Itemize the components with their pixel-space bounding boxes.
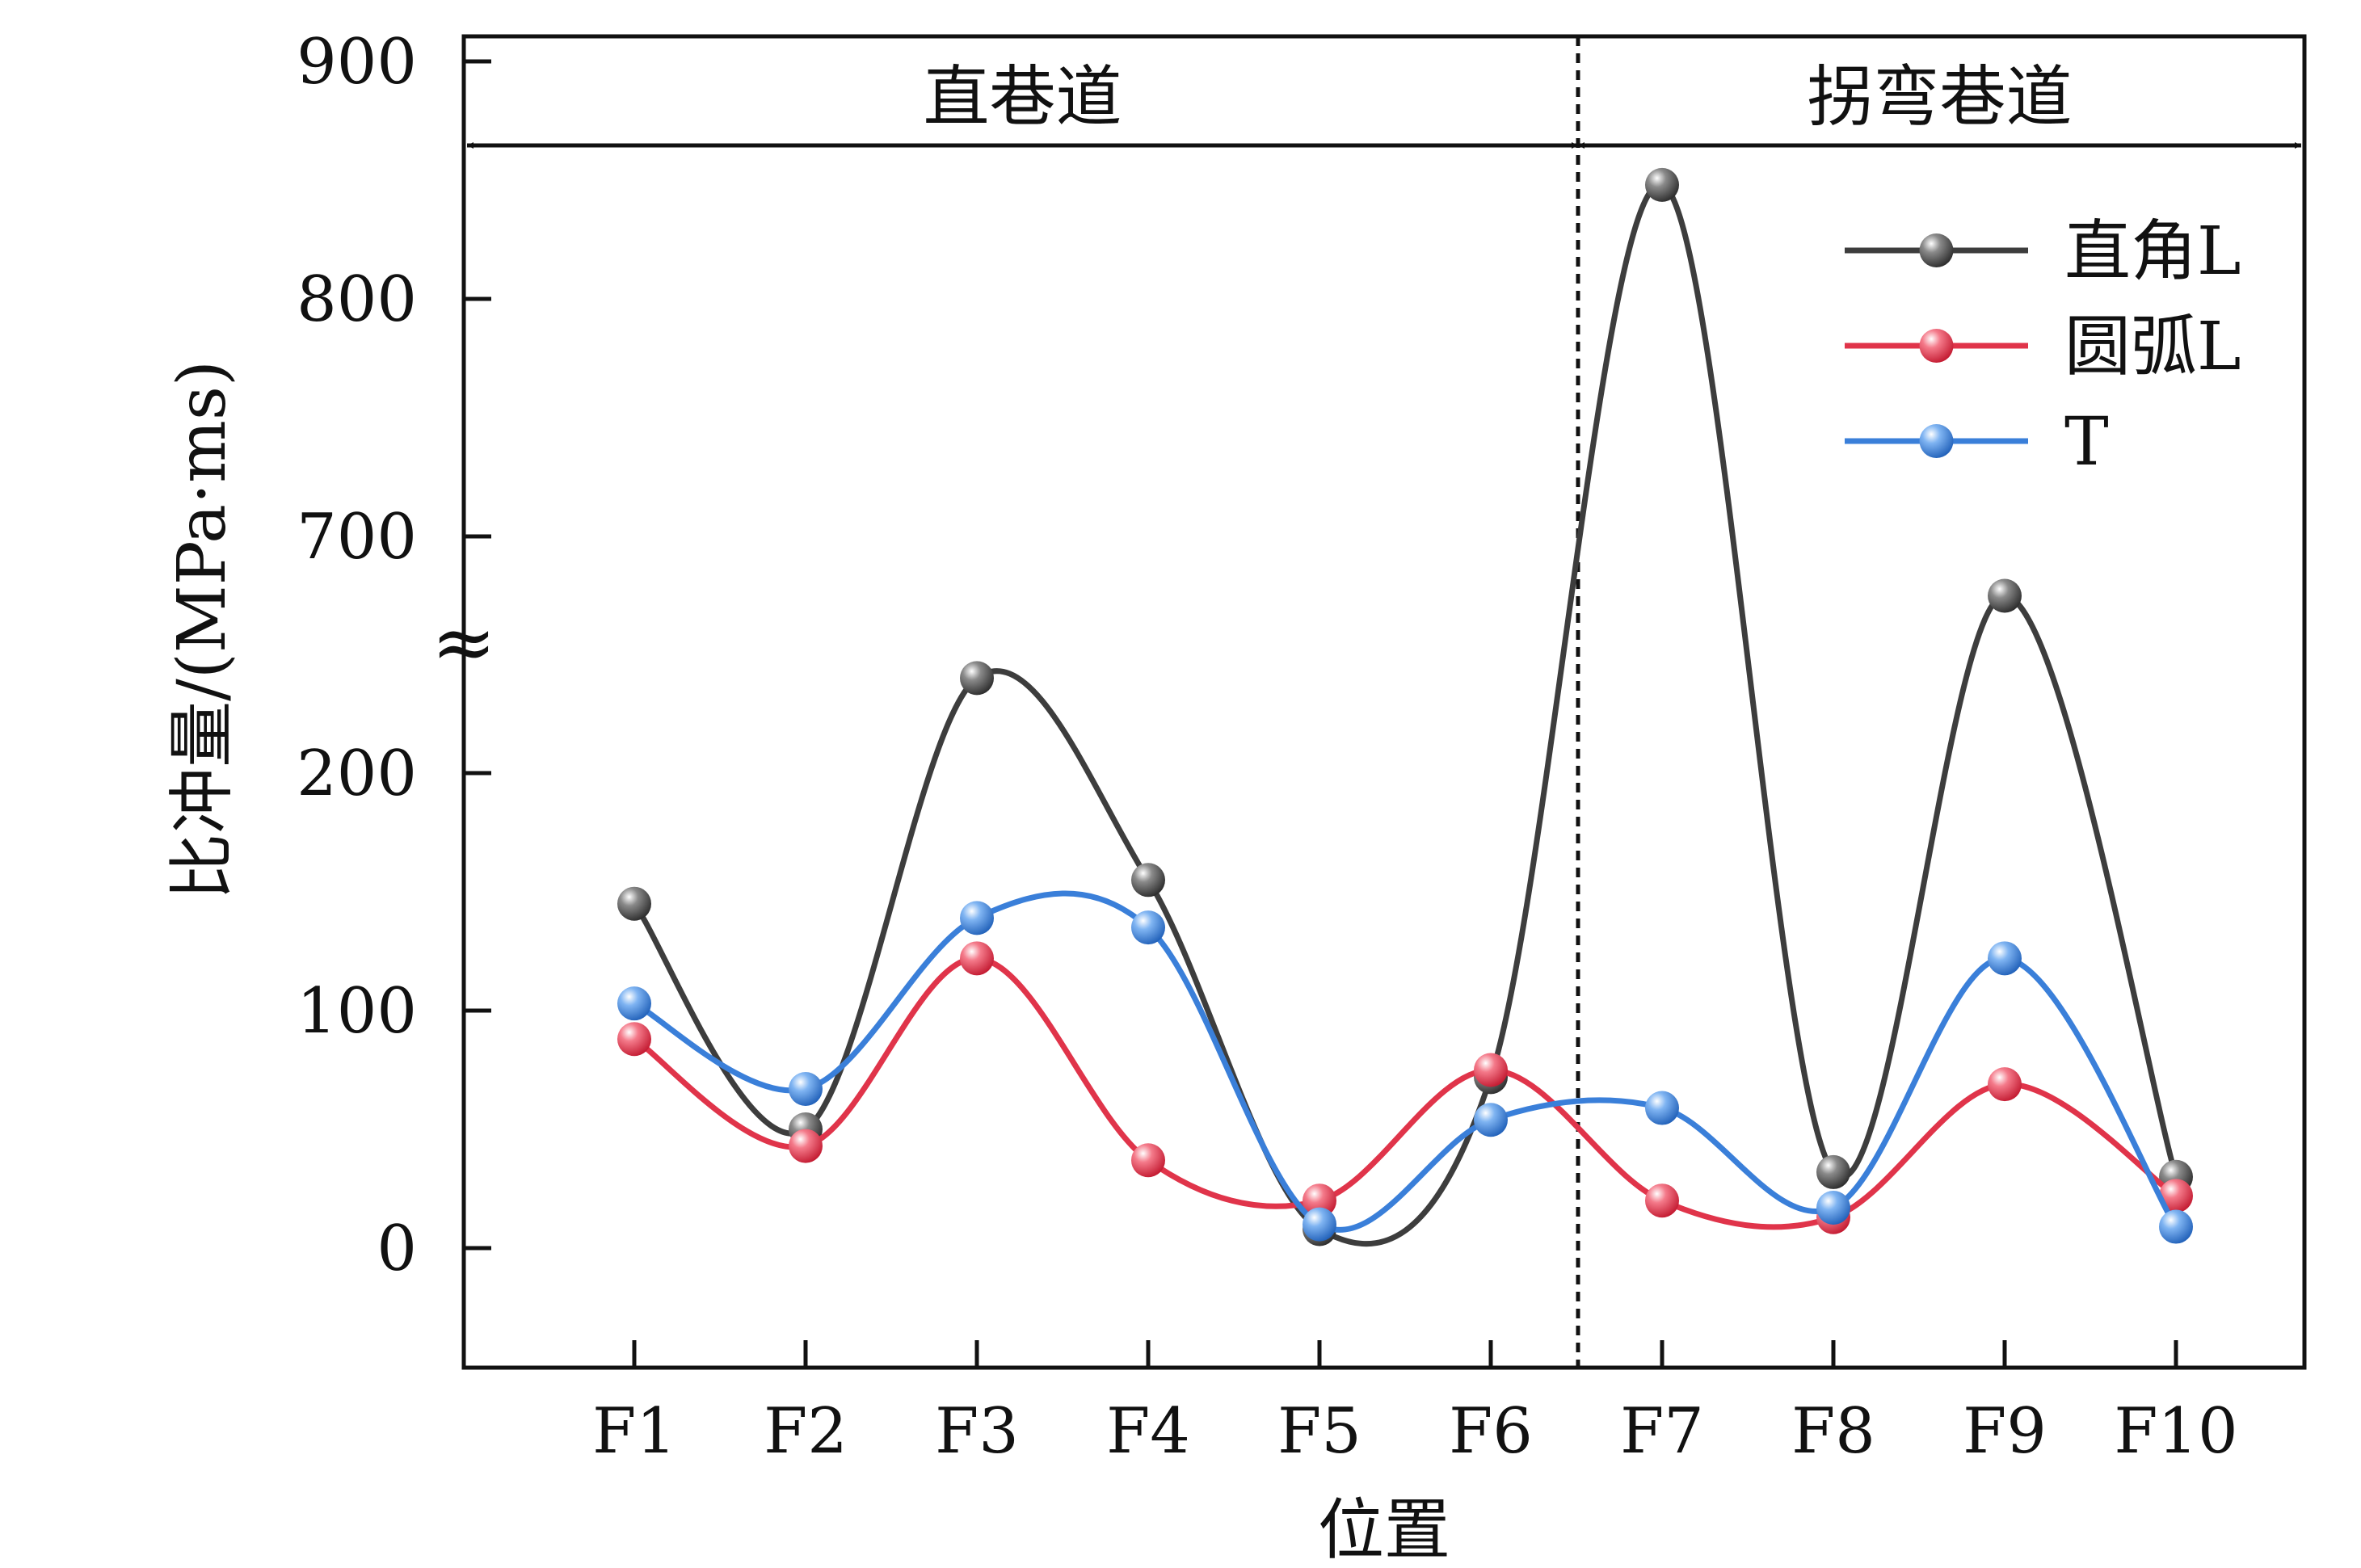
region-label: 拐弯巷道: [1807, 59, 2072, 136]
legend-item: T: [1845, 404, 2109, 481]
y-tick-label: 800: [297, 263, 417, 336]
data-point: [1645, 167, 1679, 202]
x-tick-label: F3: [935, 1395, 1019, 1468]
data-point: [1303, 1207, 1336, 1242]
x-tick-label: F1: [592, 1395, 676, 1468]
legend-label: T: [2064, 404, 2109, 481]
plot-frame: [461, 34, 2307, 1370]
data-point: [1816, 1191, 1850, 1225]
data-point: [1645, 1183, 1679, 1218]
x-tick-label: F5: [1277, 1395, 1361, 1468]
legend-marker: [1919, 233, 1954, 267]
series-line: [633, 955, 2178, 1230]
series-line: [632, 182, 2179, 1247]
x-tick-label: F7: [1620, 1395, 1704, 1468]
x-tick-label: F8: [1791, 1395, 1875, 1468]
series-line: [633, 890, 2178, 1233]
data-point: [1131, 1143, 1165, 1178]
data-point: [960, 941, 994, 976]
legend-marker: [1919, 424, 1954, 458]
region-label: 直巷道: [923, 59, 1122, 136]
y-tick-label: 700: [297, 501, 417, 574]
data-point: [1988, 1067, 2022, 1102]
x-tick-label: F10: [2114, 1395, 2237, 1468]
legend: 直角L 圆弧L T: [1845, 213, 2241, 481]
y-tick-label: 0: [377, 1213, 417, 1285]
x-tick-label: F6: [1449, 1395, 1533, 1468]
series-2: [617, 890, 2193, 1244]
data-point: [1131, 863, 1165, 898]
data-point: [617, 986, 651, 1021]
legend-label: 圆弧L: [2064, 309, 2241, 385]
series-0: [617, 167, 2193, 1247]
y-axis-break-symbol: ≈: [431, 597, 496, 687]
x-axis-title: 位置: [1318, 1492, 1450, 1568]
data-point: [789, 1129, 823, 1163]
y-tick-label: 100: [297, 975, 417, 1048]
data-point: [1988, 578, 2022, 613]
y-axis-title: 比冲量/(MPa·ms): [164, 360, 241, 900]
x-tick-label: F2: [764, 1395, 848, 1468]
axes: 0 100 200 700 800 900 ≈ F1 F2 F3 F4 F5 F6 F7 F8 F9 F10 位置…: [164, 26, 2238, 1568]
data-point: [960, 901, 994, 935]
data-point: [2159, 1209, 2193, 1244]
legend-item: 直角L: [1845, 213, 2241, 290]
x-tick-label: F4: [1106, 1395, 1190, 1468]
legend-marker: [1919, 329, 1954, 363]
data-point: [617, 886, 651, 921]
data-point: [1816, 1154, 1850, 1189]
series-layer: [617, 167, 2193, 1247]
data-point: [1303, 1183, 1336, 1218]
y-tick-label: 200: [297, 738, 417, 810]
data-point: [1474, 1053, 1508, 1087]
data-point: [2159, 1179, 2193, 1213]
x-tick-label: F9: [1963, 1395, 2047, 1468]
data-point: [617, 1022, 651, 1057]
series-1: [617, 941, 2193, 1234]
legend-label: 直角L: [2064, 213, 2241, 290]
region-annotations: 直巷道 拐弯巷道: [467, 36, 2301, 1368]
y-tick-label: 900: [297, 26, 417, 99]
data-point: [960, 661, 994, 696]
data-point: [1645, 1091, 1679, 1125]
data-point: [1131, 910, 1165, 945]
legend-item: 圆弧L: [1845, 309, 2241, 385]
data-point: [1474, 1103, 1508, 1137]
data-point: [789, 1072, 823, 1107]
data-point: [1988, 941, 2022, 976]
